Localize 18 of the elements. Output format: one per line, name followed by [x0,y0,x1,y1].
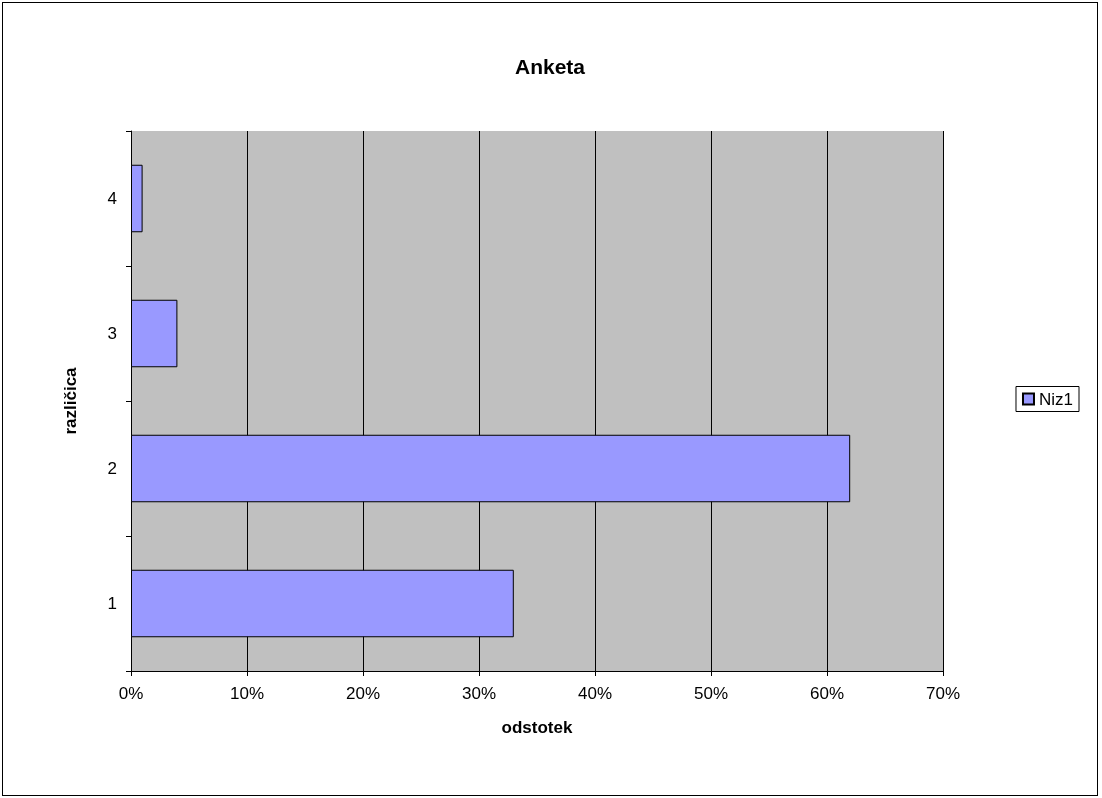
chart-title: Anketa [514,55,586,78]
x-tick-label: 10% [229,684,265,703]
y-tick-label: 2 [107,459,117,478]
legend-label: Niz1 [1038,389,1074,409]
x-tick-label: 30% [461,684,497,703]
x-tick-label: 60% [809,684,845,703]
y-tick-label: 4 [107,189,117,208]
y-axis-title: različica [61,366,80,435]
x-tick-label: 0% [118,684,144,703]
x-tick-label: 20% [345,684,381,703]
bar [131,299,178,368]
bar [131,164,143,233]
x-tick-label: 50% [693,684,729,703]
x-tick-label: 70% [925,684,961,703]
y-tick-label: 1 [107,594,117,613]
x-axis-title: odstotek [501,718,573,737]
x-tick-label: 40% [577,684,613,703]
y-tick-label: 3 [107,324,117,343]
